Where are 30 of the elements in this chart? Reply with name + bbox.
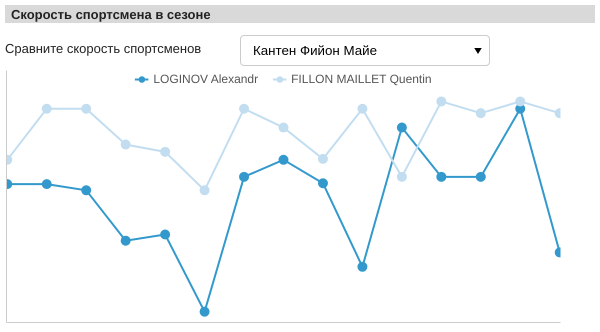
point (396, 172, 407, 182)
point (396, 122, 407, 133)
point (160, 230, 170, 240)
point (318, 178, 328, 188)
point (436, 96, 446, 106)
point (239, 172, 250, 182)
point (120, 236, 131, 246)
point (436, 172, 446, 182)
point (42, 104, 52, 114)
point (515, 96, 526, 106)
legend-label: LOGINOV Alexandr (153, 72, 258, 86)
point (357, 104, 368, 114)
point (357, 262, 368, 272)
point (476, 108, 486, 118)
point (318, 154, 328, 164)
point (81, 104, 92, 114)
chart-title: Скорость спортсмена в сезоне (11, 6, 211, 24)
point (200, 306, 210, 317)
point (160, 146, 170, 157)
point (200, 185, 210, 196)
point (476, 172, 486, 182)
legend-label: FILLON MAILLET Quentin (291, 72, 432, 86)
point (239, 104, 250, 114)
point (42, 179, 52, 190)
text: Кантен Фийон Майе (240, 35, 490, 66)
text: Сравните скорость спортсменов (5, 40, 202, 58)
point (278, 154, 288, 165)
point (120, 140, 131, 150)
point (81, 185, 92, 196)
point (278, 122, 288, 133)
